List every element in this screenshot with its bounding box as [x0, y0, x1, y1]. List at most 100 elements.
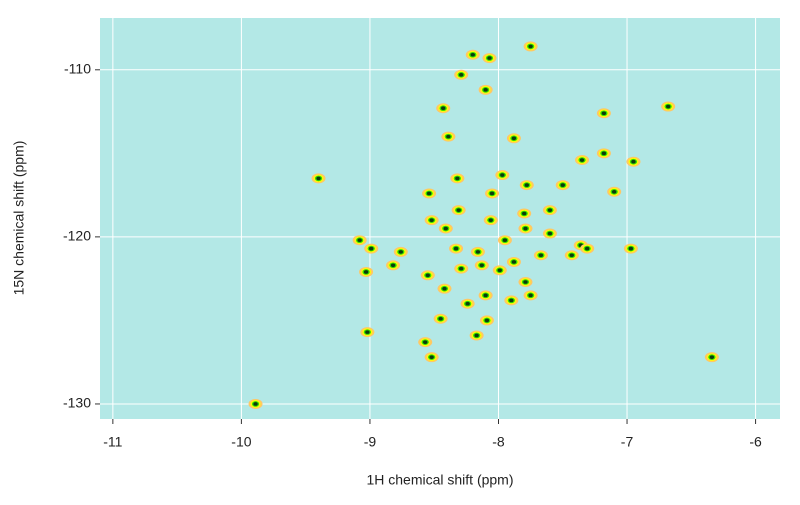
peak-contour [601, 151, 607, 156]
peak-contour [423, 340, 428, 344]
peak-contour [465, 301, 470, 306]
x-axis-label: 1H chemical shift (ppm) [366, 472, 513, 488]
peak-contour [455, 176, 460, 181]
peak-contour [500, 173, 505, 177]
peak [519, 180, 534, 191]
peak [451, 205, 466, 216]
peak-contour [631, 159, 636, 164]
peak-contour [511, 136, 517, 141]
peak-contour [487, 56, 492, 60]
y-tick-label: -120 [63, 228, 91, 244]
peak [504, 295, 519, 306]
peak [542, 205, 557, 216]
peak [422, 188, 437, 199]
peak [479, 315, 494, 326]
peak-contour [484, 318, 490, 323]
peak-contour [429, 218, 434, 222]
x-tick-label: -9 [364, 434, 377, 450]
peak [555, 180, 570, 191]
peak-contour [443, 226, 448, 231]
peak-contour [475, 250, 481, 254]
peak-contour [511, 260, 517, 264]
peak-contour [502, 238, 508, 243]
peak-contour [709, 355, 715, 359]
y-tick-label: -110 [64, 60, 91, 76]
peak [533, 250, 548, 261]
peak [420, 270, 435, 281]
peak-contour [560, 183, 565, 187]
peak [359, 266, 374, 277]
peak [441, 131, 456, 142]
peak [438, 223, 453, 234]
x-tick-label: -8 [492, 434, 505, 450]
peak-contour [483, 88, 488, 92]
peak [542, 228, 557, 239]
peak [478, 290, 493, 301]
peak [454, 69, 469, 80]
peak [424, 352, 439, 363]
peak [506, 256, 521, 267]
peak [436, 103, 451, 114]
peak-contour [628, 246, 634, 251]
peak-contour [547, 231, 553, 236]
peak [661, 101, 676, 112]
peak-contour [601, 111, 607, 116]
peak [483, 215, 498, 226]
peak [393, 246, 408, 257]
peak [460, 298, 475, 309]
peak [517, 208, 532, 219]
peak [424, 215, 439, 226]
y-axis-label: 15N chemical shift (ppm) [11, 141, 27, 296]
peak-contour [489, 191, 495, 196]
peak-contour [488, 218, 493, 222]
peak-contour [521, 211, 527, 216]
peak-contour [369, 246, 374, 251]
peak [626, 156, 641, 167]
peak-contour [523, 280, 528, 284]
peak [518, 276, 533, 287]
peak [311, 173, 326, 184]
peak-contour [363, 270, 369, 274]
peak [495, 170, 510, 181]
peak-contour [665, 104, 671, 109]
peak-contour [316, 176, 321, 181]
peak [360, 327, 375, 338]
peak-contour [479, 263, 484, 268]
plot-panel [100, 18, 780, 419]
x-tick-label: -6 [749, 434, 762, 450]
peak-contour [528, 44, 533, 49]
peak [623, 243, 638, 254]
peak [433, 313, 448, 324]
peak [596, 148, 611, 159]
peak-contour [524, 183, 529, 187]
peak-contour [509, 298, 514, 303]
peak-contour [459, 73, 464, 77]
peak [518, 223, 533, 234]
peak [607, 186, 622, 197]
peak [450, 173, 465, 184]
peak [465, 49, 480, 60]
peak-contour [538, 253, 544, 258]
peak [364, 243, 379, 254]
peak-contour [357, 238, 362, 243]
peak [704, 352, 719, 363]
peak [575, 155, 590, 166]
peak [437, 283, 452, 294]
peak-contour [547, 208, 553, 212]
y-tick-label: -130 [63, 395, 91, 411]
x-tick-label: -7 [621, 434, 634, 450]
peak [482, 53, 497, 64]
x-tick-label: -11 [103, 434, 122, 450]
peak-contour [579, 158, 585, 162]
peak-contour [611, 189, 617, 194]
peak [469, 330, 484, 341]
peak [248, 398, 263, 409]
peak-contour [453, 246, 459, 251]
peak-contour [438, 316, 443, 321]
peak-contour [253, 402, 258, 406]
peak-contour [425, 273, 430, 278]
peak [478, 84, 493, 95]
peak-contour [365, 330, 370, 334]
peak-contour [426, 191, 432, 196]
